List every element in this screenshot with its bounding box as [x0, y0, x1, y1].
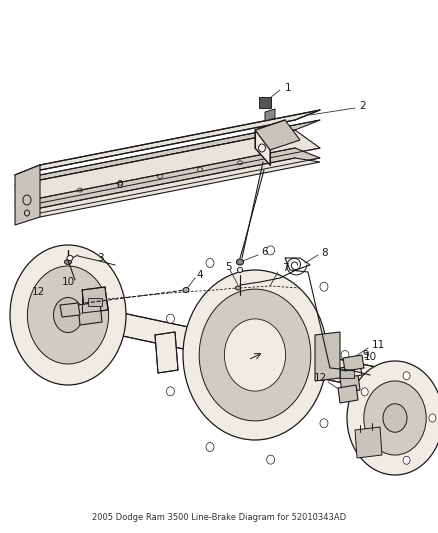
- Bar: [88, 298, 102, 306]
- Polygon shape: [338, 385, 358, 403]
- Text: 0: 0: [117, 180, 123, 190]
- Ellipse shape: [28, 266, 109, 364]
- Ellipse shape: [206, 259, 214, 268]
- Ellipse shape: [403, 456, 410, 464]
- Bar: [259, 97, 271, 108]
- Polygon shape: [15, 110, 320, 175]
- Polygon shape: [255, 130, 270, 165]
- Text: 7: 7: [282, 263, 288, 273]
- Text: 9: 9: [363, 350, 369, 360]
- Ellipse shape: [429, 414, 436, 422]
- Ellipse shape: [183, 270, 327, 440]
- Polygon shape: [15, 148, 320, 213]
- Ellipse shape: [361, 388, 368, 396]
- Text: 11: 11: [371, 340, 385, 350]
- Text: 1: 1: [285, 83, 291, 93]
- Polygon shape: [340, 375, 360, 393]
- Ellipse shape: [236, 286, 240, 290]
- Polygon shape: [265, 109, 275, 121]
- Ellipse shape: [183, 287, 189, 293]
- Polygon shape: [82, 287, 108, 313]
- Ellipse shape: [267, 246, 275, 255]
- Ellipse shape: [237, 268, 243, 272]
- Text: 10: 10: [61, 277, 74, 287]
- Ellipse shape: [383, 404, 407, 432]
- Polygon shape: [15, 130, 320, 203]
- Ellipse shape: [224, 319, 286, 391]
- Text: 5: 5: [225, 262, 231, 272]
- Ellipse shape: [347, 361, 438, 475]
- Text: 2005 Dodge Ram 3500 Line-Brake Diagram for 52010343AD: 2005 Dodge Ram 3500 Line-Brake Diagram f…: [92, 513, 346, 522]
- Ellipse shape: [267, 455, 275, 464]
- Text: 8: 8: [321, 248, 328, 258]
- Ellipse shape: [64, 260, 71, 264]
- Text: 6: 6: [261, 247, 268, 257]
- Ellipse shape: [320, 282, 328, 291]
- Polygon shape: [15, 165, 40, 225]
- Polygon shape: [315, 332, 340, 381]
- Polygon shape: [355, 427, 382, 458]
- Ellipse shape: [206, 442, 214, 451]
- Polygon shape: [155, 332, 178, 373]
- Ellipse shape: [53, 297, 82, 333]
- Ellipse shape: [403, 372, 410, 379]
- Ellipse shape: [166, 314, 174, 323]
- Polygon shape: [78, 302, 102, 325]
- Text: 3: 3: [97, 253, 103, 263]
- Ellipse shape: [199, 289, 311, 421]
- Ellipse shape: [166, 387, 174, 396]
- Ellipse shape: [67, 255, 73, 261]
- Polygon shape: [343, 355, 364, 371]
- Text: 10: 10: [364, 352, 377, 362]
- Polygon shape: [85, 305, 390, 393]
- Ellipse shape: [320, 419, 328, 428]
- Text: 12: 12: [32, 287, 45, 297]
- Ellipse shape: [364, 381, 426, 455]
- Text: 2: 2: [360, 101, 366, 111]
- Ellipse shape: [10, 245, 126, 385]
- Ellipse shape: [341, 351, 349, 359]
- Polygon shape: [15, 158, 320, 217]
- Bar: [340, 370, 354, 378]
- Polygon shape: [340, 365, 362, 378]
- Polygon shape: [255, 120, 300, 150]
- Polygon shape: [15, 120, 320, 185]
- Text: 4: 4: [197, 270, 203, 280]
- Polygon shape: [60, 303, 80, 317]
- Text: 12: 12: [313, 373, 327, 383]
- Ellipse shape: [361, 440, 368, 448]
- Ellipse shape: [237, 259, 244, 265]
